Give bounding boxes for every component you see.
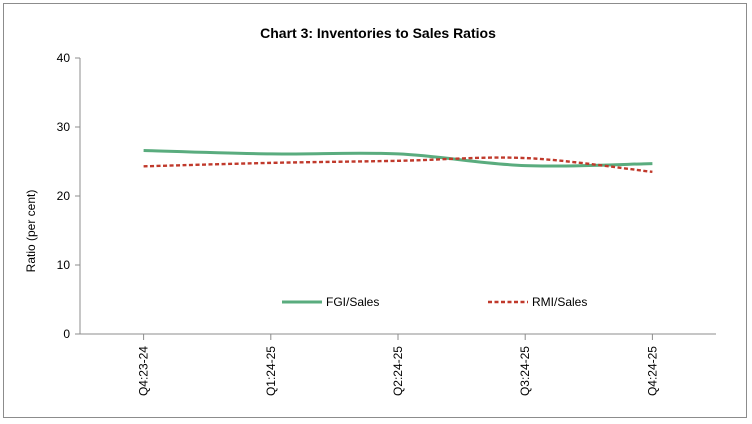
series-line-rmi-sales <box>143 156 653 174</box>
x-axis-ticks: Q4:23-24 Q1:24-25 Q2:24-25 Q3:24-25 Q4:24-25 <box>137 334 659 396</box>
series-layer <box>143 148 653 174</box>
y-axis-ticks: 0 10 20 30 40 <box>57 51 80 341</box>
series-line-fgi-sales <box>143 148 653 168</box>
y-tick-label: 40 <box>57 51 71 65</box>
axes <box>79 58 716 335</box>
chart-title: Chart 3: Inventories to Sales Ratios <box>260 25 496 41</box>
line-chart: Chart 3: Inventories to Sales Ratios Rat… <box>24 25 716 396</box>
y-tick-label: 10 <box>57 258 71 272</box>
x-tick-label: Q4:23-24 <box>137 346 151 396</box>
chart-frame: Chart 3: Inventories to Sales Ratios Rat… <box>3 3 747 418</box>
legend-label: RMI/Sales <box>532 295 587 309</box>
x-tick-label: Q4:24-25 <box>645 346 659 396</box>
x-tick-label: Q2:24-25 <box>391 346 405 396</box>
y-tick-label: 30 <box>57 120 71 134</box>
y-tick-label: 0 <box>63 327 70 341</box>
x-tick-label: Q3:24-25 <box>518 346 532 396</box>
legend-label: FGI/Sales <box>326 295 379 309</box>
x-tick-label: Q1:24-25 <box>264 346 278 396</box>
y-axis-label: Ratio (per cent) <box>24 190 38 273</box>
legend: FGI/Sales RMI/Sales <box>282 295 587 309</box>
y-tick-label: 20 <box>57 189 71 203</box>
